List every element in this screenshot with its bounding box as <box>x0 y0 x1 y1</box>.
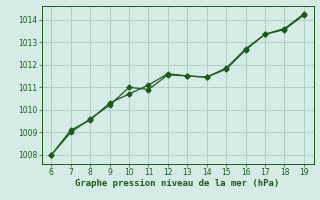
X-axis label: Graphe pression niveau de la mer (hPa): Graphe pression niveau de la mer (hPa) <box>76 179 280 188</box>
